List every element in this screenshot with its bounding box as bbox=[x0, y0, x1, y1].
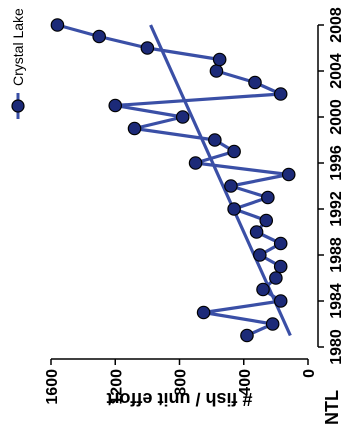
data-point-2001 bbox=[108, 98, 123, 113]
data-point-1988 bbox=[253, 248, 267, 262]
y-tick-label-1600: 1600 bbox=[44, 369, 61, 405]
data-point-1992 bbox=[227, 202, 241, 216]
data-point-1995 bbox=[281, 167, 296, 182]
data-point-1997 bbox=[227, 144, 241, 159]
data-point-1982 bbox=[265, 317, 280, 331]
data-point-2003 bbox=[248, 75, 262, 90]
y-tick-label-1200: 1200 bbox=[108, 369, 125, 405]
x-tick-label-1996: 1996 bbox=[328, 145, 345, 181]
x-tick-label-1980: 1980 bbox=[328, 329, 345, 365]
data-point-1986 bbox=[269, 271, 283, 285]
rotated-plot-group: 1980 1984 1988 1992 1996 2000 2004 2008 0 400 800… bbox=[10, 7, 345, 425]
x-tick-label-2000: 2000 bbox=[328, 99, 345, 135]
data-point-1996 bbox=[188, 156, 203, 170]
marker-layer bbox=[50, 18, 296, 343]
legend-label-crystal-lake: Crystal Lake bbox=[10, 8, 26, 86]
legend-marker-swatch bbox=[11, 99, 25, 113]
x-tick-label-1988: 1988 bbox=[328, 237, 345, 273]
data-point-2007 bbox=[92, 29, 106, 44]
y-axis-title: # fish / unit effort bbox=[106, 389, 252, 409]
data-point-2000 bbox=[175, 110, 190, 124]
panel-label: NTL bbox=[322, 390, 342, 425]
x-tick-label-1984: 1984 bbox=[328, 283, 345, 319]
data-point-2004 bbox=[209, 64, 224, 78]
x-tick-label-1992: 1992 bbox=[328, 191, 345, 227]
series-layer bbox=[57, 23, 292, 337]
y-tick-label-0: 0 bbox=[301, 369, 318, 378]
data-point-2005 bbox=[212, 52, 227, 67]
data-point-1998 bbox=[208, 133, 222, 147]
data-point-1985 bbox=[256, 282, 270, 297]
y-axis-ticks: 0 400 800 1200 1600 bbox=[44, 359, 318, 405]
x-axis-ticks: 1980 1984 1988 1992 1996 2000 2004 2008 bbox=[318, 7, 345, 365]
x-tick-label-2004: 2004 bbox=[328, 53, 345, 89]
series-line-crystal-lake bbox=[57, 23, 291, 337]
x-tick-label-2008: 2008 bbox=[328, 7, 345, 43]
data-point-1983 bbox=[196, 305, 211, 320]
data-point-1991 bbox=[259, 213, 274, 228]
y-tick-label-400: 400 bbox=[237, 369, 254, 396]
data-point-1994 bbox=[224, 179, 238, 193]
data-point-1993 bbox=[261, 190, 275, 205]
legend: Crystal Lake bbox=[10, 8, 26, 119]
data-point-1987 bbox=[273, 259, 288, 274]
data-point-1999 bbox=[127, 121, 142, 136]
data-point-1990 bbox=[249, 225, 264, 239]
data-point-2008 bbox=[50, 18, 65, 32]
data-point-2006 bbox=[140, 41, 155, 55]
data-point-1989 bbox=[273, 236, 288, 251]
trend-line bbox=[149, 24, 292, 337]
data-point-1984 bbox=[273, 294, 288, 308]
data-point-2002 bbox=[273, 87, 288, 101]
y-tick-label-800: 800 bbox=[173, 369, 190, 396]
data-point-1981 bbox=[240, 328, 254, 343]
